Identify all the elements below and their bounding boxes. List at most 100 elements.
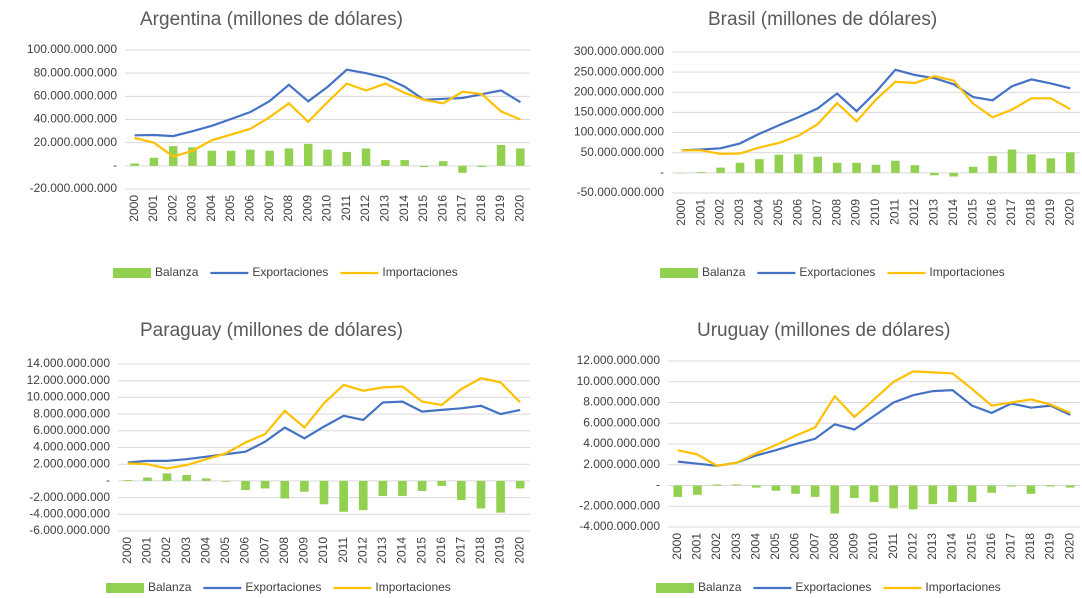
x-tick-label: 2019: [1043, 199, 1057, 226]
x-tick-label: 2006: [788, 533, 802, 560]
bar: [246, 149, 255, 166]
x-tick-label: 2012: [905, 533, 919, 560]
x-tick-label: 2015: [965, 199, 979, 226]
bar: [967, 485, 977, 503]
x-tick-label: 2011: [886, 533, 900, 559]
y-tick-label: -: [113, 158, 117, 172]
y-tick-label: 12.000.000.000: [577, 353, 661, 367]
line-series: [681, 68, 1071, 152]
bar: [300, 480, 309, 492]
x-tick-label: 2017: [455, 195, 469, 222]
x-tick-label: 2005: [218, 537, 232, 564]
bar: [123, 480, 133, 481]
x-tick-label: 2006: [790, 199, 804, 226]
bar: [673, 485, 683, 497]
line-series: [134, 82, 521, 158]
bar: [284, 148, 294, 166]
chart-title: Brasil (millones de dólares): [708, 9, 937, 30]
legend-label: Balanza: [155, 265, 199, 279]
x-tick-label: 2009: [847, 533, 861, 560]
x-tick-label: 2000: [670, 533, 684, 560]
bar: [751, 485, 761, 488]
legend-label: Exportaciones: [799, 265, 875, 279]
bar: [280, 480, 290, 499]
bar: [221, 480, 231, 482]
x-tick-label: 2003: [185, 195, 199, 222]
bar: [378, 480, 388, 496]
x-tick-label: 2001: [140, 537, 154, 564]
y-tick-label: -: [656, 478, 660, 492]
x-tick-label: 2004: [204, 195, 218, 222]
bar: [693, 485, 702, 495]
bar: [496, 144, 506, 166]
x-tick-label: 2008: [827, 533, 841, 560]
bar: [342, 151, 352, 166]
bar: [458, 165, 467, 173]
bar: [791, 485, 800, 494]
x-tick-label: 2019: [493, 537, 507, 564]
bar: [417, 480, 427, 491]
legend-label: Balanza: [702, 265, 746, 279]
bar: [201, 478, 211, 481]
y-tick-label: 8.000.000.000: [583, 395, 660, 409]
y-tick-label: 14.000.000.000: [27, 356, 111, 370]
bar: [889, 485, 898, 509]
y-tick-label: 4.000.000.000: [583, 436, 660, 450]
y-tick-label: 250.000.000.000: [574, 64, 664, 78]
y-tick-label: -50.000.000.000: [577, 185, 665, 199]
bar: [516, 148, 525, 166]
bar: [437, 480, 447, 486]
legend-swatch: [106, 583, 144, 593]
y-tick-label: 200.000.000.000: [574, 84, 664, 98]
x-tick-label: 2006: [238, 537, 252, 564]
bar: [361, 148, 371, 166]
x-tick-label: 2010: [868, 199, 882, 226]
y-tick-label: 80.000.000.000: [34, 65, 118, 79]
bar: [735, 162, 745, 173]
bar: [496, 480, 505, 513]
y-tick-label: -2.000.000.000: [579, 498, 660, 512]
y-tick-label: 20.000.000.000: [34, 135, 118, 149]
x-tick-label: 2002: [159, 537, 173, 564]
x-tick-label: 2002: [165, 195, 179, 222]
bar: [241, 480, 250, 491]
x-tick-label: 2015: [416, 195, 430, 222]
x-tick-label: 2019: [493, 195, 507, 222]
bar: [398, 480, 407, 496]
bar: [774, 154, 784, 173]
x-tick-label: 2014: [946, 199, 960, 226]
line-series: [127, 400, 521, 464]
y-tick-label: 4.000.000.000: [33, 440, 110, 454]
x-tick-label: 2012: [358, 195, 372, 222]
legend-label: Importaciones: [375, 580, 450, 594]
bar: [323, 149, 332, 166]
x-tick-label: 2009: [297, 537, 311, 564]
y-tick-label: 10.000.000.000: [577, 374, 661, 388]
x-tick-label: 2013: [926, 199, 940, 226]
x-tick-label: 2005: [768, 533, 782, 560]
x-tick-label: 2013: [925, 533, 939, 560]
line-series: [681, 75, 1071, 156]
bar: [476, 480, 486, 509]
x-tick-label: 2015: [964, 533, 978, 560]
chart-title: Argentina (millones de dólares): [140, 9, 403, 30]
bar: [696, 172, 706, 173]
bar: [810, 485, 820, 497]
x-tick-label: 2012: [355, 537, 369, 564]
y-tick-label: -4.000.000.000: [579, 519, 660, 533]
bar: [712, 484, 722, 486]
y-tick-label: -: [660, 165, 664, 179]
bar: [303, 143, 313, 166]
legend-label: Exportaciones: [252, 265, 328, 279]
bar: [143, 477, 152, 481]
x-tick-label: 2016: [434, 537, 448, 564]
x-tick-label: 2020: [513, 195, 527, 222]
bar: [162, 473, 172, 481]
bar: [457, 480, 466, 501]
x-tick-label: 2000: [120, 537, 134, 564]
x-tick-label: 2007: [807, 533, 821, 560]
y-tick-label: 8.000.000.000: [33, 406, 110, 420]
x-tick-label: 2017: [1004, 199, 1018, 226]
bar: [910, 165, 920, 173]
